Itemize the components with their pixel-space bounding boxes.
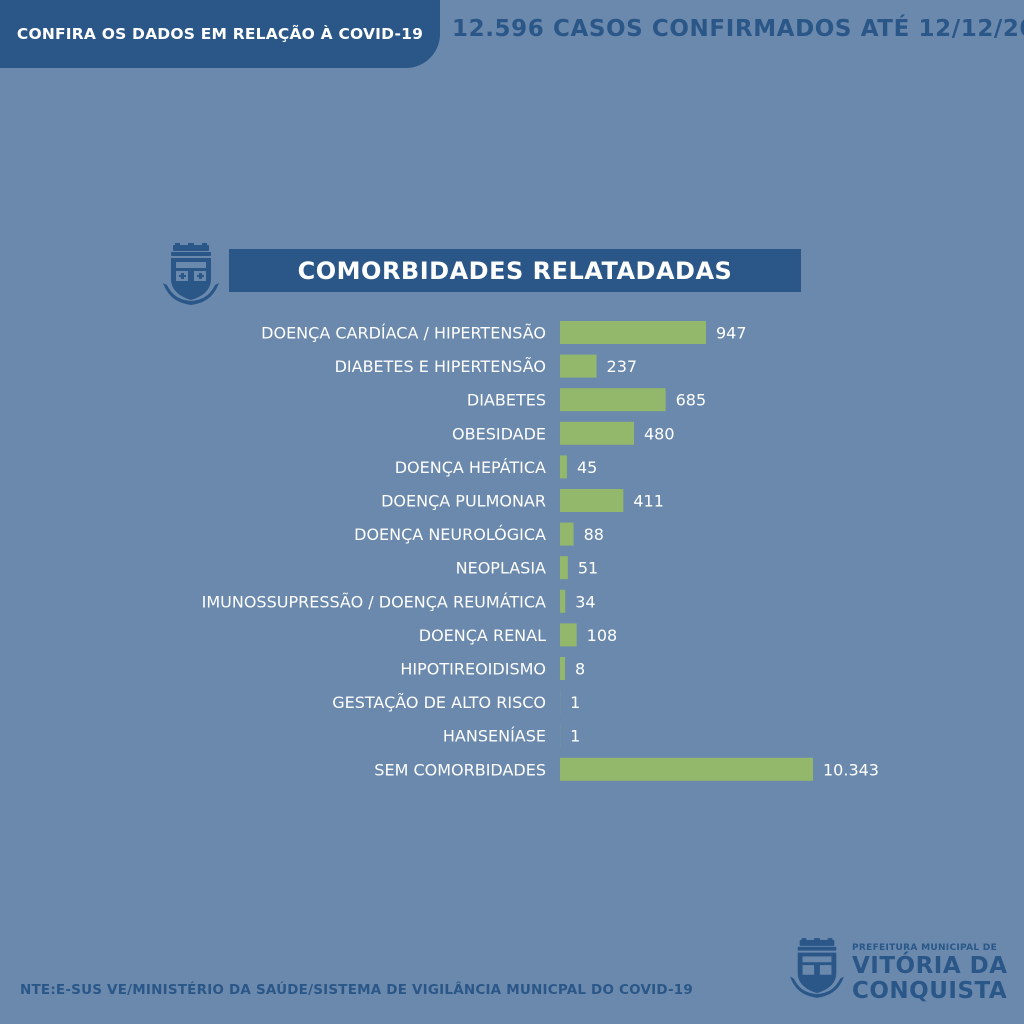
category-label: HANSENÍASE (443, 727, 546, 746)
confirmed-cases-headline: 12.596 CASOS CONFIRMADOS ATÉ 12/12/20 (452, 16, 1024, 42)
chart-title-text: COMORBIDADES RELATADADAS (297, 256, 733, 285)
value-label: 34 (575, 592, 595, 611)
brand-small-text: PREFEITURA MUNICIPAL DE (852, 943, 998, 953)
footer-source: NTE:E-SUS VE/MINISTÉRIO DA SAÚDE/SISTEMA… (20, 982, 693, 998)
category-label: DOENÇA RENAL (419, 626, 546, 645)
category-label: DIABETES E HIPERTENSÃO (335, 357, 546, 376)
value-label: 480 (644, 424, 675, 443)
category-label: SEM COMORBIDADES (374, 760, 546, 779)
value-label: 8 (575, 660, 585, 679)
category-label: NEOPLASIA (456, 559, 546, 578)
brand-line-2: CONQUISTA (852, 978, 1008, 1004)
top-banner: CONFIRA OS DADOS EM RELAÇÃO À COVID-19 (0, 0, 440, 68)
category-label: DOENÇA PULMONAR (381, 492, 546, 511)
category-label: DOENÇA CARDÍACA / HIPERTENSÃO (261, 324, 546, 343)
value-label: 1 (570, 727, 580, 746)
bar (560, 455, 567, 479)
value-label: 237 (607, 357, 638, 376)
bar (560, 757, 813, 781)
value-label: 108 (587, 626, 618, 645)
category-label: HIPOTIREOIDISMO (400, 660, 546, 679)
category-label: GESTAÇÃO DE ALTO RISCO (332, 693, 546, 712)
city-crest-icon (163, 243, 219, 305)
brand-line-1: VITÓRIA DA (852, 953, 1008, 979)
category-label: DIABETES (467, 391, 546, 410)
bar (560, 657, 565, 680)
value-label: 45 (577, 458, 597, 477)
value-label: 685 (676, 391, 707, 410)
category-label: IMUNOSSUPRESSÃO / DOENÇA REUMÁTICA (202, 592, 546, 611)
value-label: 51 (578, 559, 598, 578)
value-label: 411 (633, 492, 664, 511)
category-label: DOENÇA HEPÁTICA (395, 458, 546, 477)
brand-logo: PREFEITURA MUNICIPAL DE VITÓRIA DA CONQU… (852, 944, 1008, 1003)
bar (560, 623, 577, 647)
bar (560, 522, 574, 546)
bar (560, 321, 706, 344)
banner-label: CONFIRA OS DADOS EM RELAÇÃO À COVID-19 (16, 25, 424, 43)
value-label: 88 (584, 525, 604, 544)
category-label: OBESIDADE (452, 424, 546, 443)
chart-title: COMORBIDADES RELATADADAS (229, 249, 801, 292)
value-label: 947 (716, 324, 747, 343)
bar (560, 421, 635, 445)
bar (560, 489, 624, 512)
value-label: 10.343 (823, 760, 879, 779)
value-label: 1 (570, 693, 580, 712)
bar (560, 589, 566, 613)
footer-crest-icon (790, 938, 844, 998)
bar (560, 556, 568, 580)
bar (560, 388, 666, 412)
category-label: DOENÇA NEUROLÓGICA (354, 525, 546, 544)
bar (560, 354, 597, 378)
